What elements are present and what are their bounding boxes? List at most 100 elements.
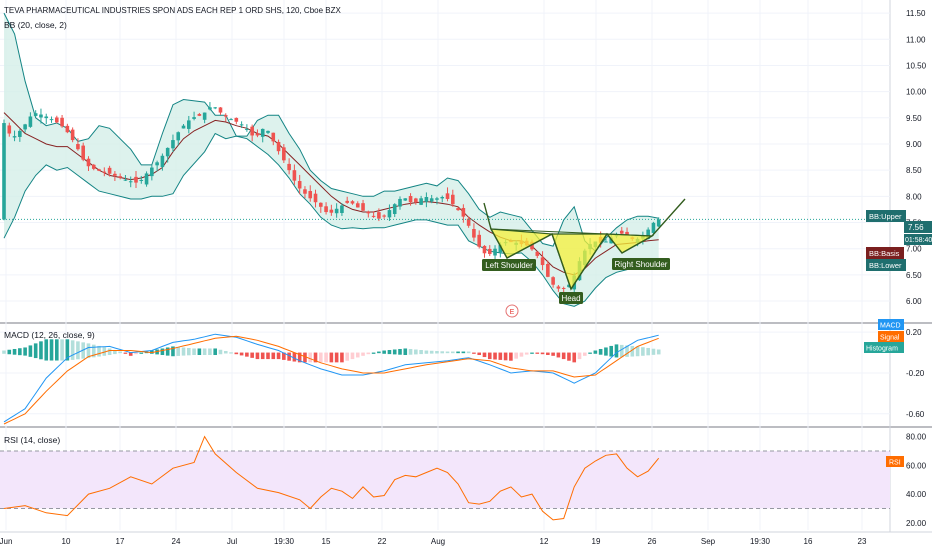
candle[interactable] [646, 229, 650, 239]
candle[interactable] [297, 181, 302, 189]
candle[interactable] [234, 117, 239, 122]
candle[interactable] [150, 167, 154, 177]
candle[interactable] [472, 229, 476, 238]
price-scale[interactable]: 11.5011.0010.5010.009.509.008.508.007.50… [864, 9, 932, 528]
macd-badge[interactable]: MACD [880, 323, 901, 330]
candle[interactable] [466, 218, 471, 226]
candle[interactable] [308, 191, 313, 199]
candle[interactable] [118, 176, 122, 178]
candle[interactable] [70, 129, 75, 141]
candle[interactable] [324, 206, 328, 213]
candle[interactable] [155, 162, 159, 166]
candle[interactable] [287, 163, 291, 171]
candle[interactable] [165, 147, 170, 157]
candle[interactable] [260, 128, 265, 137]
candle[interactable] [604, 241, 608, 243]
candle[interactable] [65, 125, 70, 133]
candle[interactable] [255, 133, 260, 136]
candle[interactable] [445, 193, 450, 199]
head-and-shoulders-pattern[interactable]: Left Shoulder Head Right Shoulder [482, 198, 686, 304]
candle[interactable] [181, 125, 186, 129]
candle[interactable] [540, 257, 545, 266]
rsi-indicator-title[interactable]: RSI (14, close) [4, 435, 61, 445]
price-pane[interactable]: Left Shoulder Head Right Shoulder E [0, 12, 890, 318]
earnings-marker[interactable]: E [505, 304, 519, 318]
candle[interactable] [477, 234, 481, 247]
candle[interactable] [366, 211, 371, 214]
candle[interactable] [2, 123, 6, 220]
candle[interactable] [461, 207, 466, 217]
candle[interactable] [192, 117, 196, 119]
candle[interactable] [429, 198, 434, 202]
rsi-pane[interactable] [0, 435, 890, 521]
rsi-badge[interactable]: RSI [889, 460, 901, 467]
candle[interactable] [334, 208, 339, 214]
candle[interactable] [208, 107, 212, 110]
candle[interactable] [403, 198, 408, 201]
candle[interactable] [276, 141, 281, 152]
candle[interactable] [139, 179, 144, 181]
bb-upper-badge[interactable]: BB:Upper [869, 212, 902, 221]
candle[interactable] [414, 198, 418, 203]
candle[interactable] [377, 212, 381, 219]
macd-pane[interactable] [2, 333, 661, 425]
candle[interactable] [18, 130, 22, 137]
last-price-badge[interactable]: 7.56 [908, 223, 924, 232]
candle[interactable] [625, 231, 629, 235]
candle[interactable] [187, 120, 191, 129]
candle[interactable] [81, 145, 85, 160]
candle[interactable] [44, 116, 49, 119]
candle[interactable] [329, 209, 334, 213]
candle[interactable] [60, 117, 64, 127]
candle[interactable] [202, 112, 207, 120]
candle[interactable] [39, 114, 43, 118]
candle[interactable] [651, 222, 656, 233]
candle[interactable] [398, 198, 402, 207]
histogram-badge[interactable]: Histogram [866, 346, 898, 353]
candle[interactable] [408, 196, 413, 203]
candle[interactable] [128, 181, 133, 183]
candle[interactable] [49, 119, 54, 121]
candle[interactable] [28, 116, 33, 127]
candle[interactable] [176, 132, 181, 141]
candle[interactable] [76, 144, 80, 150]
bb-basis-badge[interactable]: BB:Basis [869, 249, 900, 258]
candle[interactable] [361, 203, 365, 211]
candle[interactable] [482, 245, 487, 254]
macd-indicator-title[interactable]: MACD (12, 26, close, 9) [4, 330, 95, 340]
candle[interactable] [250, 126, 254, 136]
candle[interactable] [419, 198, 423, 205]
candle[interactable] [355, 203, 360, 208]
candle[interactable] [345, 200, 349, 203]
candle[interactable] [91, 164, 96, 169]
candle[interactable] [435, 198, 439, 200]
candle[interactable] [371, 215, 376, 217]
bb-lower-badge[interactable]: BB:Lower [869, 261, 902, 270]
candle[interactable] [97, 169, 101, 171]
candle[interactable] [456, 208, 460, 211]
candle[interactable] [498, 244, 503, 253]
candle[interactable] [619, 230, 624, 234]
candle[interactable] [239, 124, 244, 126]
candle[interactable] [171, 140, 175, 149]
candle[interactable] [113, 173, 117, 176]
candle[interactable] [392, 204, 397, 214]
candle[interactable] [424, 196, 429, 202]
candle[interactable] [551, 277, 555, 285]
candle[interactable] [530, 241, 534, 250]
candle[interactable] [102, 171, 107, 173]
candle[interactable] [303, 189, 307, 194]
candle[interactable] [319, 202, 323, 207]
candle[interactable] [292, 170, 297, 181]
candle[interactable] [213, 107, 217, 109]
candle[interactable] [493, 248, 497, 256]
candle[interactable] [12, 136, 17, 138]
candle[interactable] [282, 147, 286, 161]
candle[interactable] [561, 287, 566, 289]
candle[interactable] [144, 173, 149, 185]
candle[interactable] [535, 251, 540, 256]
candle[interactable] [382, 215, 386, 217]
candle[interactable] [197, 114, 202, 116]
candle[interactable] [271, 132, 276, 142]
candle[interactable] [556, 286, 561, 289]
